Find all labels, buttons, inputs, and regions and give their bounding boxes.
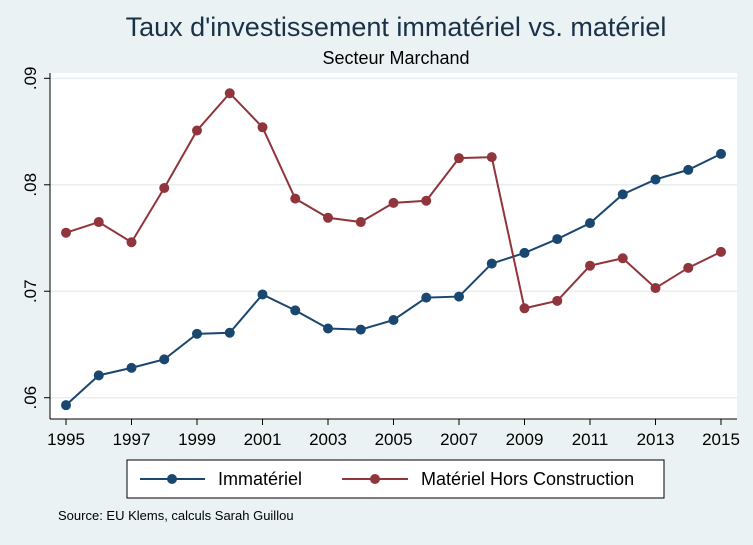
- data-point: [388, 314, 399, 325]
- x-tick-label: 2001: [244, 430, 282, 449]
- data-point: [716, 148, 726, 159]
- data-point: [61, 227, 71, 238]
- plot-area: [50, 73, 737, 419]
- y-tick-label: .06: [21, 386, 40, 410]
- series-0: [61, 148, 726, 411]
- data-point: [585, 260, 595, 271]
- data-point: [61, 400, 71, 411]
- data-point: [355, 217, 366, 228]
- data-point: [192, 328, 202, 339]
- data-point: [552, 234, 563, 245]
- data-point: [355, 324, 366, 335]
- data-point: [323, 212, 333, 223]
- data-point: [617, 189, 628, 200]
- data-point: [585, 218, 595, 229]
- data-point: [192, 125, 202, 136]
- data-point: [650, 283, 661, 294]
- chart-title: Taux d'investissement immatériel vs. mat…: [126, 12, 667, 42]
- data-point: [126, 362, 137, 373]
- legend-item-materiel: Matériel Hors Construction: [342, 469, 634, 489]
- x-tick-label: 1995: [47, 430, 85, 449]
- source-note: Source: EU Klems, calculs Sarah Guillou: [58, 508, 294, 523]
- data-point: [486, 258, 497, 269]
- data-point: [224, 88, 235, 99]
- y-tick-label: .08: [21, 173, 40, 197]
- x-tick-labels: 1995 1997 1999 2001 2003 2005 2007 2009 2011 2013…: [47, 419, 740, 449]
- data-point: [683, 164, 694, 175]
- x-tick-label: 2011: [572, 430, 609, 449]
- chart-subtitle: Secteur Marchand: [322, 48, 469, 68]
- data-point: [617, 253, 628, 264]
- y-tick-label: .07: [21, 279, 40, 303]
- data-point: [159, 182, 170, 193]
- y-tick-labels: .06 .07 .08 .09: [21, 67, 50, 410]
- data-point: [159, 354, 170, 365]
- series-1: [61, 88, 726, 314]
- data-point: [650, 174, 661, 185]
- x-tick-label: 2013: [637, 430, 675, 449]
- x-tick-label: 1999: [178, 430, 216, 449]
- data-point: [421, 195, 432, 206]
- data-point: [126, 237, 137, 248]
- data-point: [93, 217, 104, 228]
- legend-label-immateriel: Immatériel: [218, 469, 302, 489]
- data-point: [486, 152, 497, 163]
- data-point: [454, 291, 464, 302]
- data-point: [683, 262, 694, 273]
- x-tick-label: 2015: [702, 430, 740, 449]
- data-point: [454, 153, 464, 164]
- data-point: [519, 247, 530, 258]
- legend-item-immateriel: Immatériel: [140, 469, 302, 489]
- data-point: [388, 197, 399, 208]
- x-tick-label: 2003: [309, 430, 347, 449]
- data-point: [519, 303, 530, 314]
- x-tick-label: 2005: [375, 430, 413, 449]
- data-point: [290, 193, 301, 204]
- data-point: [290, 305, 301, 316]
- data-point: [323, 323, 333, 334]
- series-layer: [61, 88, 726, 411]
- legend-label-materiel: Matériel Hors Construction: [421, 469, 634, 489]
- data-point: [224, 327, 235, 338]
- x-tick-label: 2007: [440, 430, 478, 449]
- legend-marker-immateriel: [167, 474, 177, 484]
- x-tick-label: 1997: [113, 430, 151, 449]
- data-point: [552, 295, 563, 306]
- data-point: [93, 370, 104, 381]
- data-point: [421, 292, 432, 303]
- y-tick-label: .09: [21, 67, 40, 91]
- legend-marker-materiel: [370, 474, 380, 484]
- data-point: [257, 289, 268, 300]
- data-point: [257, 122, 268, 133]
- x-tick-label: 2009: [506, 430, 544, 449]
- data-point: [716, 246, 726, 257]
